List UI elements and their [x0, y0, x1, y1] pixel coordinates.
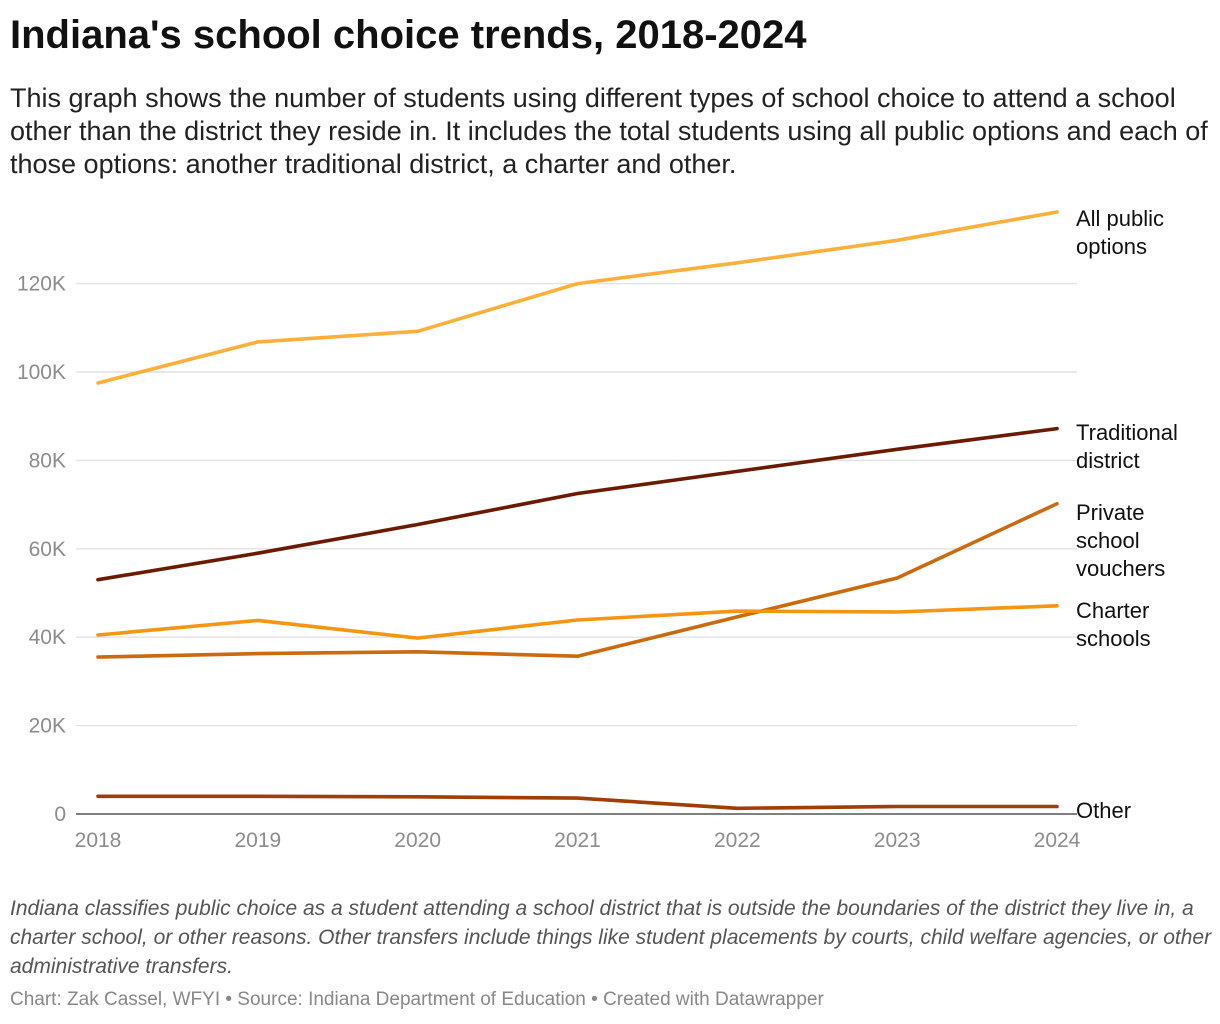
- x-tick-label: 2019: [234, 829, 281, 852]
- x-axis-tick-labels: 2018 2019 2020 2021 2022 2023 2024: [75, 829, 1081, 852]
- series-line: [96, 426, 1059, 582]
- x-tick-label: 2020: [394, 829, 441, 852]
- chart-notes: Indiana classifies public choice as a st…: [10, 897, 1212, 978]
- series-end-label: Other: [1076, 798, 1131, 823]
- series-end-label: Traditional district: [1076, 420, 1178, 473]
- y-tick-label: 40K: [29, 626, 66, 649]
- y-tick-label: 60K: [29, 538, 66, 561]
- series-end-labels: All public options Traditional district Priv…: [1076, 206, 1178, 823]
- gridlines: [76, 282, 1077, 815]
- series-end-label: Private school vouchers: [1076, 500, 1165, 581]
- series-line: [96, 603, 1059, 640]
- y-tick-label: 100K: [17, 361, 66, 384]
- y-tick-label: 120K: [17, 273, 66, 296]
- y-tick-label: 0: [54, 803, 66, 826]
- series-line: [96, 794, 1059, 811]
- chart-title: Indiana's school choice trends, 2018-202…: [10, 13, 807, 57]
- series-lines: [96, 210, 1059, 811]
- series-line: [96, 501, 1059, 659]
- y-tick-label: 20K: [29, 715, 66, 738]
- y-tick-label: 80K: [29, 449, 66, 472]
- y-axis-tick-labels: 0 20K 40K 60K 80K 100K 120K: [17, 273, 66, 826]
- series-line: [96, 210, 1059, 385]
- x-tick-label: 2023: [874, 829, 921, 852]
- series-end-label: All public options: [1076, 206, 1164, 259]
- x-tick-label: 2018: [75, 829, 122, 852]
- chart-credit: Chart: Zak Cassel, WFYI • Source: Indian…: [10, 989, 824, 1010]
- series-end-label: Charter schools: [1076, 598, 1151, 651]
- x-tick-label: 2024: [1034, 829, 1081, 852]
- x-tick-label: 2021: [554, 829, 601, 852]
- x-tick-label: 2022: [714, 829, 761, 852]
- chart-subtitle: This graph shows the number of students …: [10, 83, 1208, 179]
